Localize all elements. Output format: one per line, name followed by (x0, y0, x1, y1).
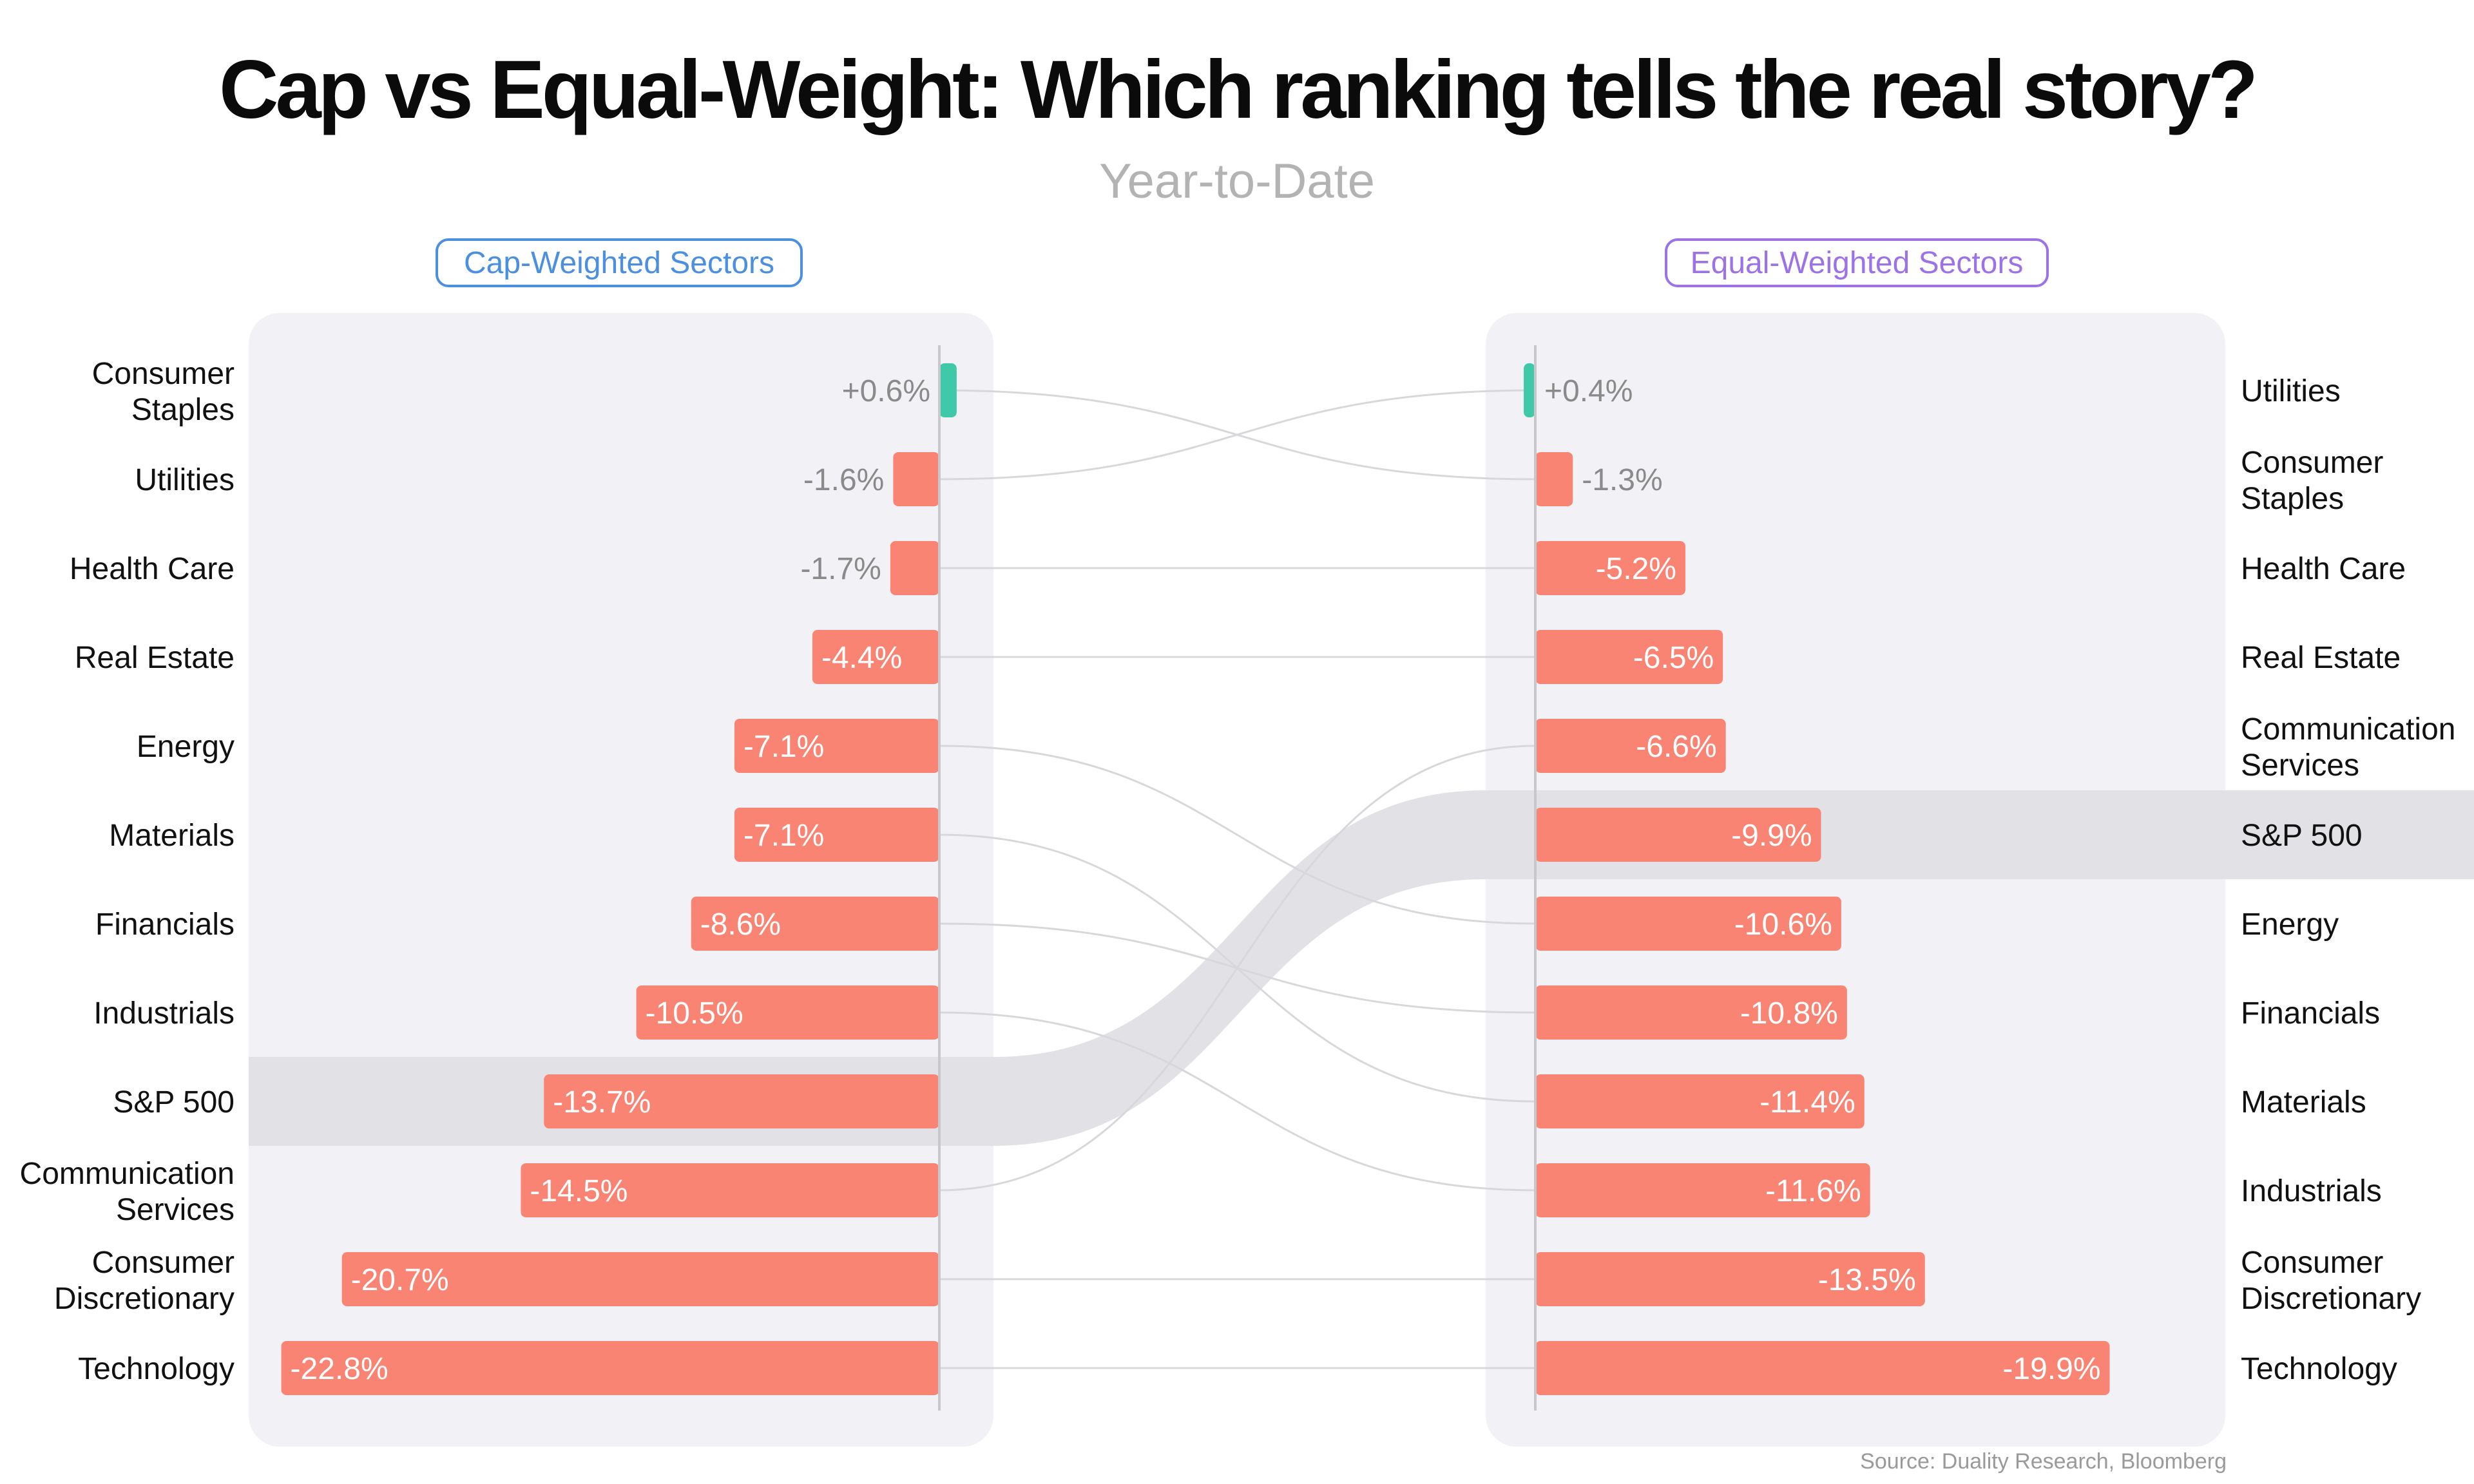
cap-bar-health-care (890, 541, 939, 595)
cap-value-label-consumer-discretionary: -20.7% (351, 1263, 449, 1297)
equal-category-label-real-estate: Real Estate (2241, 641, 2401, 675)
cap-bar-consumer-discretionary (341, 1252, 939, 1306)
cap-category-label-consumer-staples: Consumer Staples (92, 357, 235, 427)
cap-bar-communication-services (521, 1163, 939, 1217)
equal-category-label-energy: Energy (2241, 908, 2339, 942)
equal-value-label-energy: -10.6% (1734, 908, 1832, 942)
cap-value-label-financials: -8.6% (700, 908, 781, 942)
bar-layer: +0.6% Consumer Staples -1.6% Utilities -1.7% H… (20, 357, 2455, 1395)
equal-category-label-technology: Technology (2241, 1352, 2397, 1386)
cap-bar-materials (734, 808, 939, 862)
connector-utilities (939, 389, 1536, 480)
connector-communication-services (939, 745, 1536, 1192)
cap-bar-technology (281, 1341, 939, 1395)
cap-value-label-consumer-staples: +0.6% (842, 374, 930, 408)
cap-bar-consumer-staples (939, 363, 957, 417)
cap-value-label-technology: -22.8% (291, 1352, 388, 1386)
cap-category-label-technology: Technology (78, 1352, 235, 1386)
equal-bar-technology (1535, 1341, 2110, 1395)
cap-category-label-financials: Financials (95, 908, 235, 942)
chart-title: Cap vs Equal-Weight: Which ranking tells… (219, 44, 2258, 136)
equal-bar-materials (1535, 1074, 1865, 1128)
cap-category-label-materials: Materials (109, 819, 235, 853)
equal-bar-consumer-staples (1535, 452, 1573, 506)
equal-bar-financials (1535, 985, 1847, 1040)
equal-category-label-consumer-staples: Consumer Staples (2241, 446, 2383, 516)
equal-value-label-consumer-discretionary: -13.5% (1818, 1263, 1916, 1297)
cap-bar-sandp-500 (544, 1074, 939, 1128)
equal-bar-industrials (1535, 1163, 1870, 1217)
equal-category-label-sandp-500: S&P 500 (2241, 819, 2363, 853)
equal-value-label-materials: -11.4% (1760, 1085, 1856, 1119)
cap-value-label-materials: -7.1% (743, 819, 824, 853)
equal-value-label-financials: -10.8% (1740, 996, 1838, 1031)
chart-subtitle: Year-to-Date (1098, 154, 1376, 209)
cap-category-label-real-estate: Real Estate (75, 641, 235, 675)
cap-bar-financials (691, 897, 939, 951)
cap-bar-industrials (636, 985, 939, 1040)
equal-weighted-panel-label: Equal-Weighted Sectors (1665, 238, 2049, 287)
cap-value-label-real-estate: -4.4% (821, 641, 902, 675)
cap-value-label-health-care: -1.7% (800, 552, 881, 586)
equal-value-label-technology: -19.9% (2002, 1352, 2100, 1386)
equal-value-label-sandp-500: -9.9% (1731, 819, 1812, 853)
connector-industrials (939, 1011, 1536, 1192)
equal-category-label-materials: Materials (2241, 1085, 2366, 1119)
cap-category-label-industrials: Industrials (93, 996, 235, 1031)
equal-value-label-health-care: -5.2% (1596, 552, 1676, 586)
equal-bar-utilities (1524, 363, 1535, 417)
equal-category-label-health-care: Health Care (2241, 552, 2406, 586)
cap-category-label-health-care: Health Care (70, 552, 235, 586)
connector-layer (939, 389, 1536, 1369)
cap-bar-energy (734, 719, 939, 773)
cap-category-label-consumer-discretionary: Consumer Discretionary (54, 1246, 235, 1316)
equal-bar-sandp-500 (1535, 808, 1821, 862)
equal-bar-real-estate (1535, 630, 1723, 684)
cap-category-label-energy: Energy (137, 730, 235, 764)
equal-bar-health-care (1535, 541, 1685, 595)
cap-value-label-industrials: -10.5% (646, 996, 743, 1031)
cap-category-label-communication-services: Communication Services (20, 1157, 235, 1227)
equal-category-label-utilities: Utilities (2241, 374, 2341, 408)
cap-bar-real-estate (812, 630, 939, 684)
equal-bar-consumer-discretionary (1535, 1252, 1925, 1306)
equal-value-label-communication-services: -6.6% (1636, 730, 1716, 764)
cap-bar-utilities (893, 452, 939, 506)
equal-bar-energy (1535, 897, 1841, 951)
cap-category-label-sandp-500: S&P 500 (113, 1085, 235, 1119)
cap-category-label-utilities: Utilities (135, 463, 235, 497)
cap-weighted-panel-label: Cap-Weighted Sectors (436, 238, 803, 287)
equal-value-label-real-estate: -6.5% (1633, 641, 1714, 675)
equal-bar-communication-services (1535, 719, 1726, 773)
equal-category-label-communication-services: Communication Services (2241, 712, 2455, 783)
cap-value-label-sandp-500: -13.7% (553, 1085, 651, 1119)
source-note: Source: Duality Research, Bloomberg (1860, 1449, 2227, 1474)
equal-category-label-consumer-discretionary: Consumer Discretionary (2241, 1246, 2421, 1316)
equal-category-label-industrials: Industrials (2241, 1174, 2382, 1208)
connector-energy (939, 745, 1536, 925)
cap-value-label-utilities: -1.6% (803, 463, 884, 497)
cap-value-label-communication-services: -14.5% (530, 1174, 628, 1208)
equal-value-label-industrials: -11.6% (1765, 1174, 1861, 1208)
equal-value-label-consumer-staples: -1.3% (1582, 463, 1662, 497)
cap-value-label-energy: -7.1% (743, 730, 824, 764)
equal-category-label-financials: Financials (2241, 996, 2380, 1031)
equal-value-label-utilities: +0.4% (1544, 374, 1633, 408)
